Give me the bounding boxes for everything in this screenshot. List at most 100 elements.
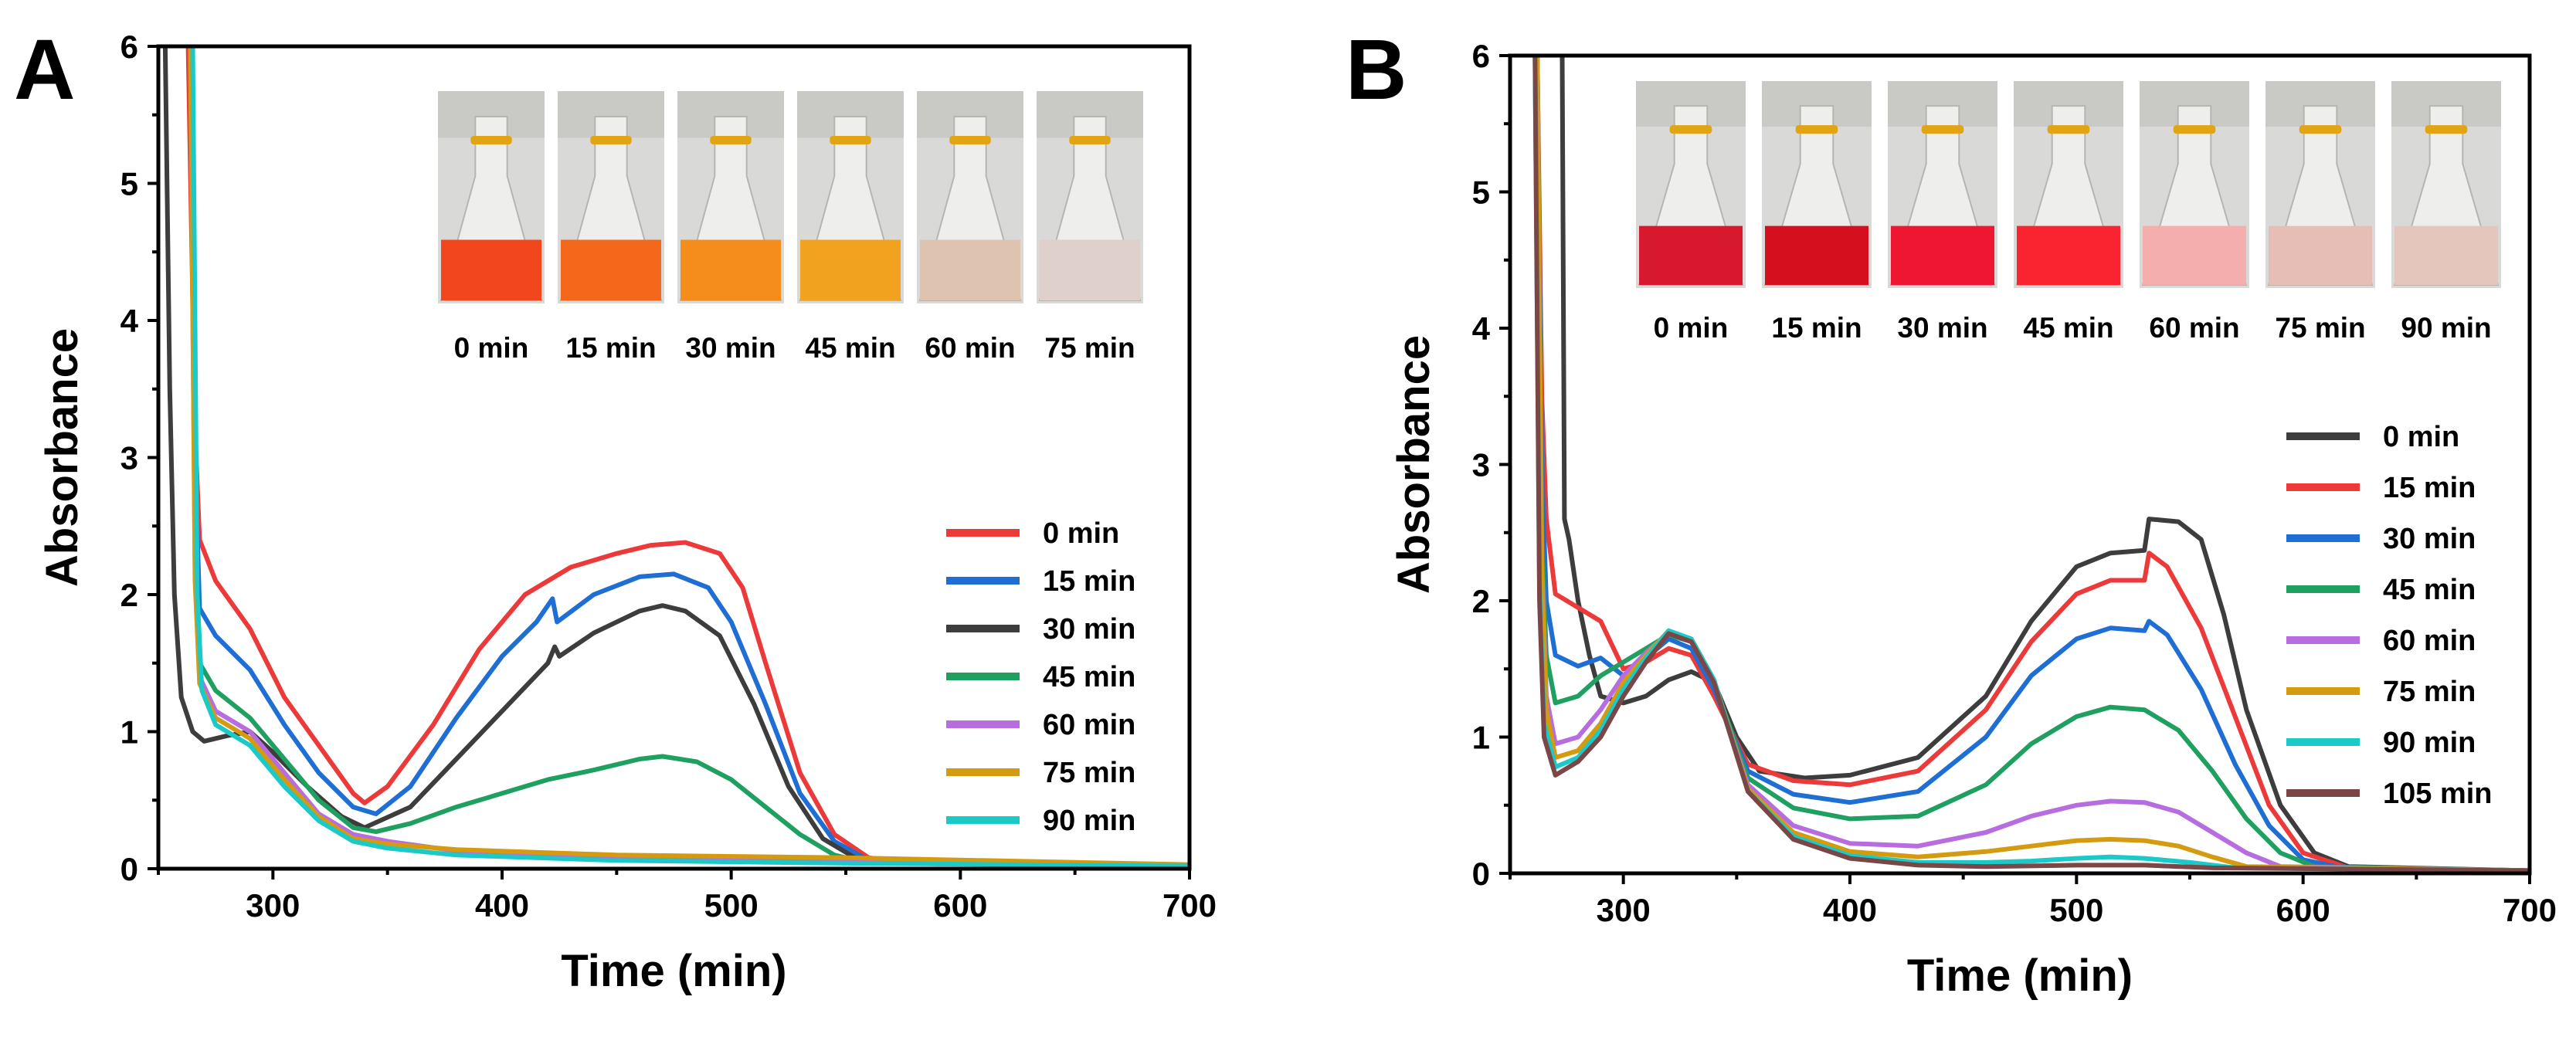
y-axis-label: Absorbance bbox=[37, 328, 87, 587]
flask-liquid bbox=[920, 239, 1020, 300]
y-tick-label: 4 bbox=[1472, 310, 1491, 347]
y-tick-label: 5 bbox=[1472, 175, 1490, 211]
photo-label: 45 min bbox=[2023, 312, 2113, 344]
legend-label: 90 min bbox=[2383, 727, 2476, 759]
x-tick-label: 500 bbox=[704, 887, 759, 924]
x-tick-label: 700 bbox=[2503, 892, 2557, 928]
flask-photo bbox=[1888, 81, 1997, 288]
y-tick-label: 3 bbox=[1472, 447, 1490, 483]
series-line bbox=[190, 46, 1190, 869]
photo-label: 90 min bbox=[2401, 312, 2491, 344]
photo-label: 60 min bbox=[2149, 312, 2239, 344]
x-tick-label: 400 bbox=[1823, 892, 1877, 928]
flask-photo bbox=[1037, 91, 1143, 303]
flask-liquid bbox=[2017, 225, 2120, 285]
legend-label: 75 min bbox=[2383, 676, 2476, 708]
flask-photo bbox=[2265, 81, 2375, 288]
flask-liquid bbox=[1639, 225, 1743, 285]
x-axis-label: Time (min) bbox=[1907, 951, 2133, 1001]
flask-photo bbox=[917, 91, 1023, 303]
flask-liquid bbox=[1765, 225, 1868, 285]
flask-liquid bbox=[441, 239, 541, 300]
legend-label: 0 min bbox=[2383, 421, 2459, 453]
series-line bbox=[188, 46, 1190, 869]
x-tick-label: 600 bbox=[2276, 892, 2330, 928]
series-line bbox=[1535, 56, 2530, 873]
series-line bbox=[1532, 56, 2530, 873]
legend-label: 15 min bbox=[1043, 565, 1135, 598]
photo-label: 60 min bbox=[925, 332, 1015, 364]
legend-label: 45 min bbox=[2383, 574, 2476, 606]
y-tick-label: 4 bbox=[120, 303, 139, 339]
flask-liquid bbox=[561, 239, 661, 300]
y-axis-label: Absorbance bbox=[1389, 335, 1439, 594]
x-tick-label: 500 bbox=[2049, 892, 2103, 928]
legend-label: 45 min bbox=[1043, 661, 1135, 693]
y-tick-label: 6 bbox=[120, 29, 138, 65]
flask-liquid bbox=[800, 239, 901, 300]
x-axis-label: Time (min) bbox=[561, 946, 786, 996]
flask-photo bbox=[2140, 81, 2249, 288]
legend-label: 90 min bbox=[1043, 805, 1135, 837]
y-tick-label: 1 bbox=[120, 714, 138, 751]
y-tick-label: 0 bbox=[120, 851, 138, 887]
y-tick-label: 6 bbox=[1472, 38, 1490, 74]
series-line bbox=[1560, 56, 2530, 873]
legend-label: 60 min bbox=[2383, 625, 2476, 657]
photo-label: 30 min bbox=[685, 332, 776, 364]
flask-photo bbox=[797, 91, 904, 303]
y-tick-label: 2 bbox=[1472, 583, 1490, 619]
photo-label: 0 min bbox=[1654, 312, 1729, 344]
series-line bbox=[185, 46, 1190, 869]
photo-label: 75 min bbox=[1044, 332, 1135, 364]
panel-b: B0 min 15 min 30 min 45 min 60 min 75 min 90 m… bbox=[1346, 22, 2557, 1001]
flask-liquid bbox=[1040, 239, 1140, 300]
flask-liquid bbox=[1891, 225, 1994, 285]
legend-label: 0 min bbox=[1043, 517, 1119, 550]
series-line bbox=[1535, 56, 2530, 873]
flask-liquid bbox=[2143, 225, 2246, 285]
flask-photo bbox=[1762, 81, 1872, 288]
x-tick-label: 700 bbox=[1162, 887, 1217, 924]
legend-label: 30 min bbox=[2383, 523, 2476, 555]
legend-label: 75 min bbox=[1043, 757, 1135, 789]
flask-photo bbox=[2391, 81, 2501, 288]
panel-label-a: A bbox=[14, 22, 75, 117]
legend-label: 15 min bbox=[2383, 472, 2476, 504]
x-tick-label: 400 bbox=[475, 887, 529, 924]
photo-label: 45 min bbox=[805, 332, 895, 364]
series-line bbox=[1535, 56, 2530, 873]
y-tick-label: 1 bbox=[1472, 720, 1490, 756]
photo-label: 15 min bbox=[1771, 312, 1862, 344]
x-tick-label: 300 bbox=[1597, 892, 1651, 928]
flask-photo bbox=[558, 91, 664, 303]
photo-label: 75 min bbox=[2275, 312, 2365, 344]
flask-photo bbox=[438, 91, 545, 303]
flask-photo bbox=[677, 91, 784, 303]
panel-label-b: B bbox=[1346, 22, 1407, 117]
photo-label: 15 min bbox=[565, 332, 656, 364]
flask-photo bbox=[2014, 81, 2123, 288]
x-tick-label: 600 bbox=[933, 887, 987, 924]
y-tick-label: 5 bbox=[120, 166, 138, 202]
flask-liquid bbox=[2269, 225, 2372, 285]
x-tick-label: 300 bbox=[246, 887, 300, 924]
photo-label: 30 min bbox=[1897, 312, 1987, 344]
flask-liquid bbox=[2394, 225, 2498, 285]
flask-liquid bbox=[680, 239, 781, 300]
plot-frame bbox=[156, 44, 1192, 871]
y-tick-label: 2 bbox=[120, 577, 138, 613]
legend-label: 60 min bbox=[1043, 709, 1135, 741]
series-line bbox=[188, 46, 1190, 869]
series-line bbox=[1535, 56, 2530, 873]
series-line bbox=[162, 46, 1190, 869]
legend-label: 105 min bbox=[2383, 778, 2493, 810]
photo-label: 0 min bbox=[454, 332, 529, 364]
legend-label: 30 min bbox=[1043, 613, 1135, 646]
series-line bbox=[1535, 56, 2530, 873]
y-tick-label: 3 bbox=[120, 440, 138, 476]
flask-photo bbox=[1636, 81, 1746, 288]
y-tick-label: 0 bbox=[1472, 856, 1490, 892]
